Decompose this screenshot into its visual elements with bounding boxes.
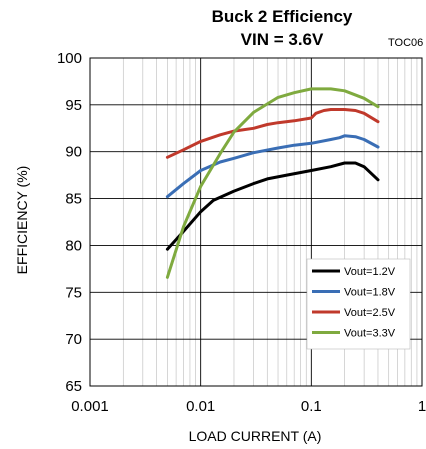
y-tick-label: 100 <box>57 50 82 67</box>
series-lines <box>165 87 380 279</box>
y-axis-label: EFFICIENCY (%) <box>14 166 30 275</box>
legend-label: Vout=3.3V <box>344 328 396 340</box>
tick-labels: 0.001 0.01 0.1 1 65 70 75 80 85 90 95 100 <box>57 50 426 415</box>
chart-subtitle: VIN = 3.6V <box>241 30 324 49</box>
y-tick-label: 80 <box>65 237 82 254</box>
x-tick-label: 0.001 <box>71 398 109 415</box>
plot-frame <box>89 57 423 387</box>
y-tick-label: 85 <box>65 191 82 208</box>
y-tick-label: 70 <box>65 331 82 348</box>
legend: Vout=1.2V Vout=1.8V Vout=2.5V Vout=3.3V <box>306 258 411 350</box>
x-tick-label: 0.1 <box>301 398 322 415</box>
y-tick-label: 95 <box>65 97 82 114</box>
series-line <box>165 161 380 251</box>
series-line <box>165 134 380 199</box>
y-tick-label: 75 <box>65 284 82 301</box>
legend-label: Vout=2.5V <box>344 307 396 319</box>
legend-label: Vout=1.2V <box>344 266 396 278</box>
y-tick-label: 90 <box>65 144 82 161</box>
x-tick-label: 0.01 <box>186 398 215 415</box>
y-tick-label: 65 <box>65 378 82 395</box>
chart-title: Buck 2 Efficiency <box>212 7 353 26</box>
figure-tag: TOC06 <box>388 37 423 49</box>
x-axis-label: LOAD CURRENT (A) <box>189 428 322 444</box>
x-tick-label: 1 <box>418 398 426 415</box>
series-line <box>165 87 380 279</box>
legend-label: Vout=1.8V <box>344 287 396 299</box>
series-line <box>165 108 380 159</box>
